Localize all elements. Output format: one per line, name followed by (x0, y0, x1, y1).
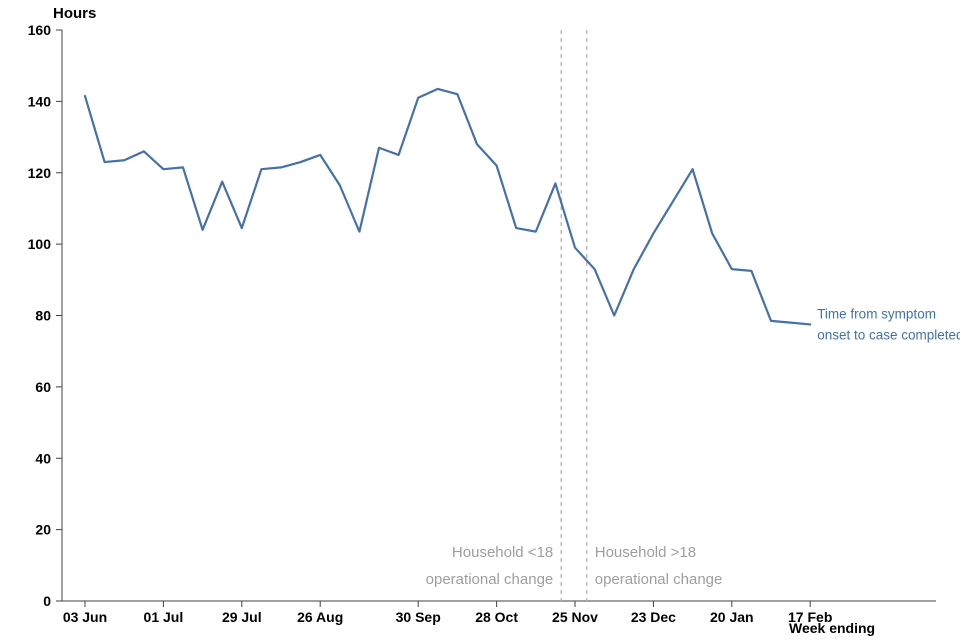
x-tick-label: 26 Aug (297, 609, 343, 625)
x-tick-label: 23 Dec (631, 609, 676, 625)
y-tick-label: 60 (35, 379, 51, 395)
y-tick-label: 80 (35, 308, 51, 324)
annotation-label: operational change (426, 571, 554, 588)
annotation-label: Household >18 (595, 544, 696, 561)
x-tick-label: 28 Oct (475, 609, 518, 625)
y-tick-label: 100 (28, 236, 52, 252)
x-tick-label: 20 Jan (710, 609, 754, 625)
x-tick-label: 03 Jun (63, 609, 107, 625)
x-tick-label: 25 Nov (552, 609, 598, 625)
y-tick-label: 20 (35, 522, 51, 538)
annotation-label: Household <18 (452, 544, 553, 561)
x-tick-label: 29 Jul (222, 609, 262, 625)
series-line (83, 87, 812, 326)
series-end-label: onset to case completed (817, 327, 960, 342)
y-tick-label: 140 (28, 93, 52, 109)
x-axis-title: Week ending (789, 620, 876, 636)
y-axis-title: Hours (53, 5, 97, 22)
y-tick-label: 120 (28, 165, 52, 181)
x-tick-label: 01 Jul (144, 609, 184, 625)
y-tick-label: 40 (35, 450, 51, 466)
annotation-label: operational change (595, 571, 723, 588)
x-tick-label: 30 Sep (396, 609, 441, 625)
x-tick-label: 17 Feb (788, 609, 832, 625)
y-tick-label: 160 (28, 22, 52, 38)
series-end-label: Time from symptom (817, 306, 936, 321)
y-tick-label: 0 (43, 593, 51, 609)
